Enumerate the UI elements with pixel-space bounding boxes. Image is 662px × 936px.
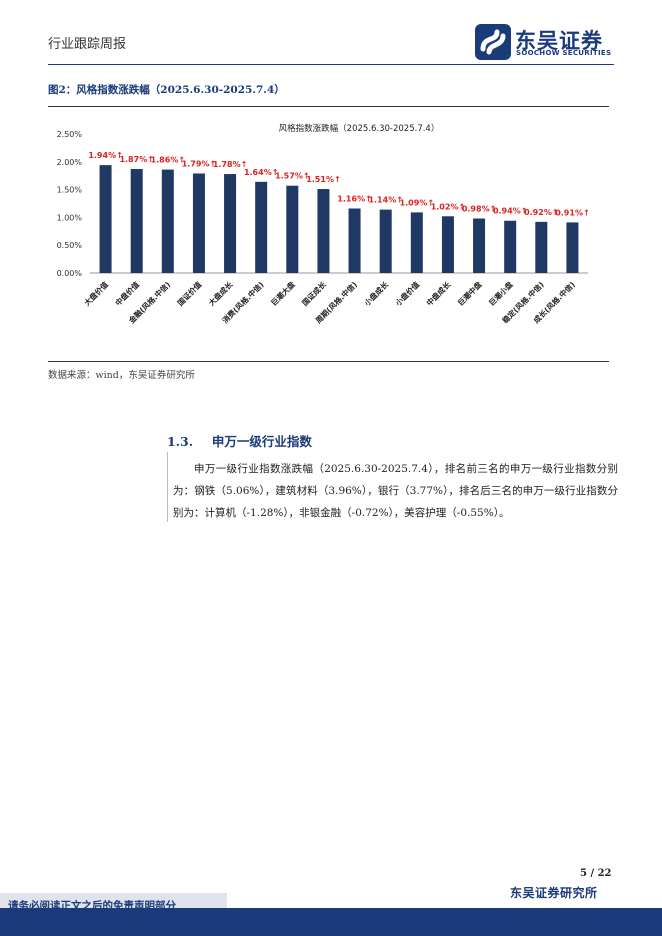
figure-source: 数据来源：wind，东吴证券研究所 xyxy=(48,370,195,381)
x-category-label: 小盘价值 xyxy=(393,279,422,308)
bar-data-label: 1.51%↑ xyxy=(306,175,340,184)
bar xyxy=(379,209,392,273)
chart-title: 风格指数涨跌幅（2025.6.30-2025.7.4） xyxy=(279,123,440,134)
page-number: 5 / 22 xyxy=(580,868,612,879)
bar-data-label: 1.09%↑ xyxy=(400,198,434,207)
bar-data-label: 1.64%↑ xyxy=(244,168,278,177)
bar xyxy=(161,169,174,273)
header-divider xyxy=(48,64,614,65)
x-category-label: 巨潮大盘 xyxy=(268,279,297,308)
bar-data-label: 0.91%↑ xyxy=(555,208,589,217)
bar-data-label: 1.86%↑ xyxy=(151,156,185,165)
y-tick-label: 0.50% xyxy=(57,241,83,250)
soochow-logo-mark-icon xyxy=(475,24,511,60)
section-title: 申万一级行业指数 xyxy=(211,434,312,449)
x-category-label: 中盘价值 xyxy=(113,279,142,308)
footer-bar xyxy=(0,908,662,936)
bar xyxy=(410,212,423,273)
section-side-rule xyxy=(167,452,168,522)
bar xyxy=(441,216,454,273)
bar-data-label: 1.87%↑ xyxy=(119,155,153,164)
figure-bottom-rule xyxy=(48,361,609,362)
y-tick-label: 1.50% xyxy=(57,186,83,195)
x-category-label: 大盘价值 xyxy=(82,279,111,308)
report-type-title: 行业跟踪周报 xyxy=(48,37,127,52)
y-tick-label: 2.50% xyxy=(57,130,83,139)
section-number: 1.3. xyxy=(167,434,194,449)
bar xyxy=(130,169,143,273)
x-category-label: 国证成长 xyxy=(300,279,329,308)
section-heading: 1.3. 申万一级行业指数 xyxy=(167,431,312,450)
bar xyxy=(504,220,517,273)
section-paragraph: 申万一级行业指数涨跌幅（2025.6.30-2025.7.4），排名前三名的申万… xyxy=(173,463,618,519)
bar-data-label: 1.14%↑ xyxy=(368,196,402,205)
bar xyxy=(348,208,361,273)
y-tick-label: 1.00% xyxy=(57,213,83,222)
x-category-label: 小盘成长 xyxy=(362,279,391,308)
bar-data-label: 1.57%↑ xyxy=(275,172,309,181)
figure-caption: 图2：风格指数涨跌幅（2025.6.30-2025.7.4） xyxy=(48,84,285,96)
logo-english-name: SOOCHOW SECURITIES xyxy=(516,49,612,57)
bar xyxy=(317,189,330,273)
bar-data-label: 0.94%↑ xyxy=(493,207,527,216)
style-index-bar-chart: 风格指数涨跌幅（2025.6.30-2025.7.4） 0.00% 0.50% 1.0… xyxy=(57,123,590,326)
y-tick-label: 0.00% xyxy=(57,269,83,278)
footer-organization: 东吴证券研究所 xyxy=(510,886,598,900)
bar xyxy=(566,222,579,273)
x-category-label: 中盘成长 xyxy=(424,279,453,308)
bar xyxy=(255,181,268,273)
bar-data-label: 1.94%↑ xyxy=(88,151,122,160)
y-tick-label: 2.00% xyxy=(57,158,83,167)
figure-top-rule xyxy=(48,106,609,107)
bar xyxy=(473,218,486,273)
bar xyxy=(224,174,237,273)
x-category-label: 大盘成长 xyxy=(206,279,235,308)
x-category-label: 国证价值 xyxy=(175,279,204,308)
bar xyxy=(99,165,112,273)
bar-data-label: 0.92%↑ xyxy=(524,208,558,217)
bar xyxy=(286,185,299,273)
soochow-logo: 东吴证券 SOOCHOW SECURITIES xyxy=(475,24,615,60)
x-category-label: 巨潮小盘 xyxy=(486,279,515,308)
bar-data-label: 1.78%↑ xyxy=(213,160,247,169)
x-category-label: 巨潮中盘 xyxy=(455,279,484,308)
bar-data-label: 1.79%↑ xyxy=(182,159,216,168)
bar xyxy=(535,221,548,273)
bar-data-label: 0.98%↑ xyxy=(462,205,496,214)
bar-data-label: 1.02%↑ xyxy=(431,202,465,211)
bar xyxy=(192,173,205,273)
bar-data-label: 1.16%↑ xyxy=(337,195,371,204)
logo-chinese-name: 东吴证券 xyxy=(515,29,603,53)
